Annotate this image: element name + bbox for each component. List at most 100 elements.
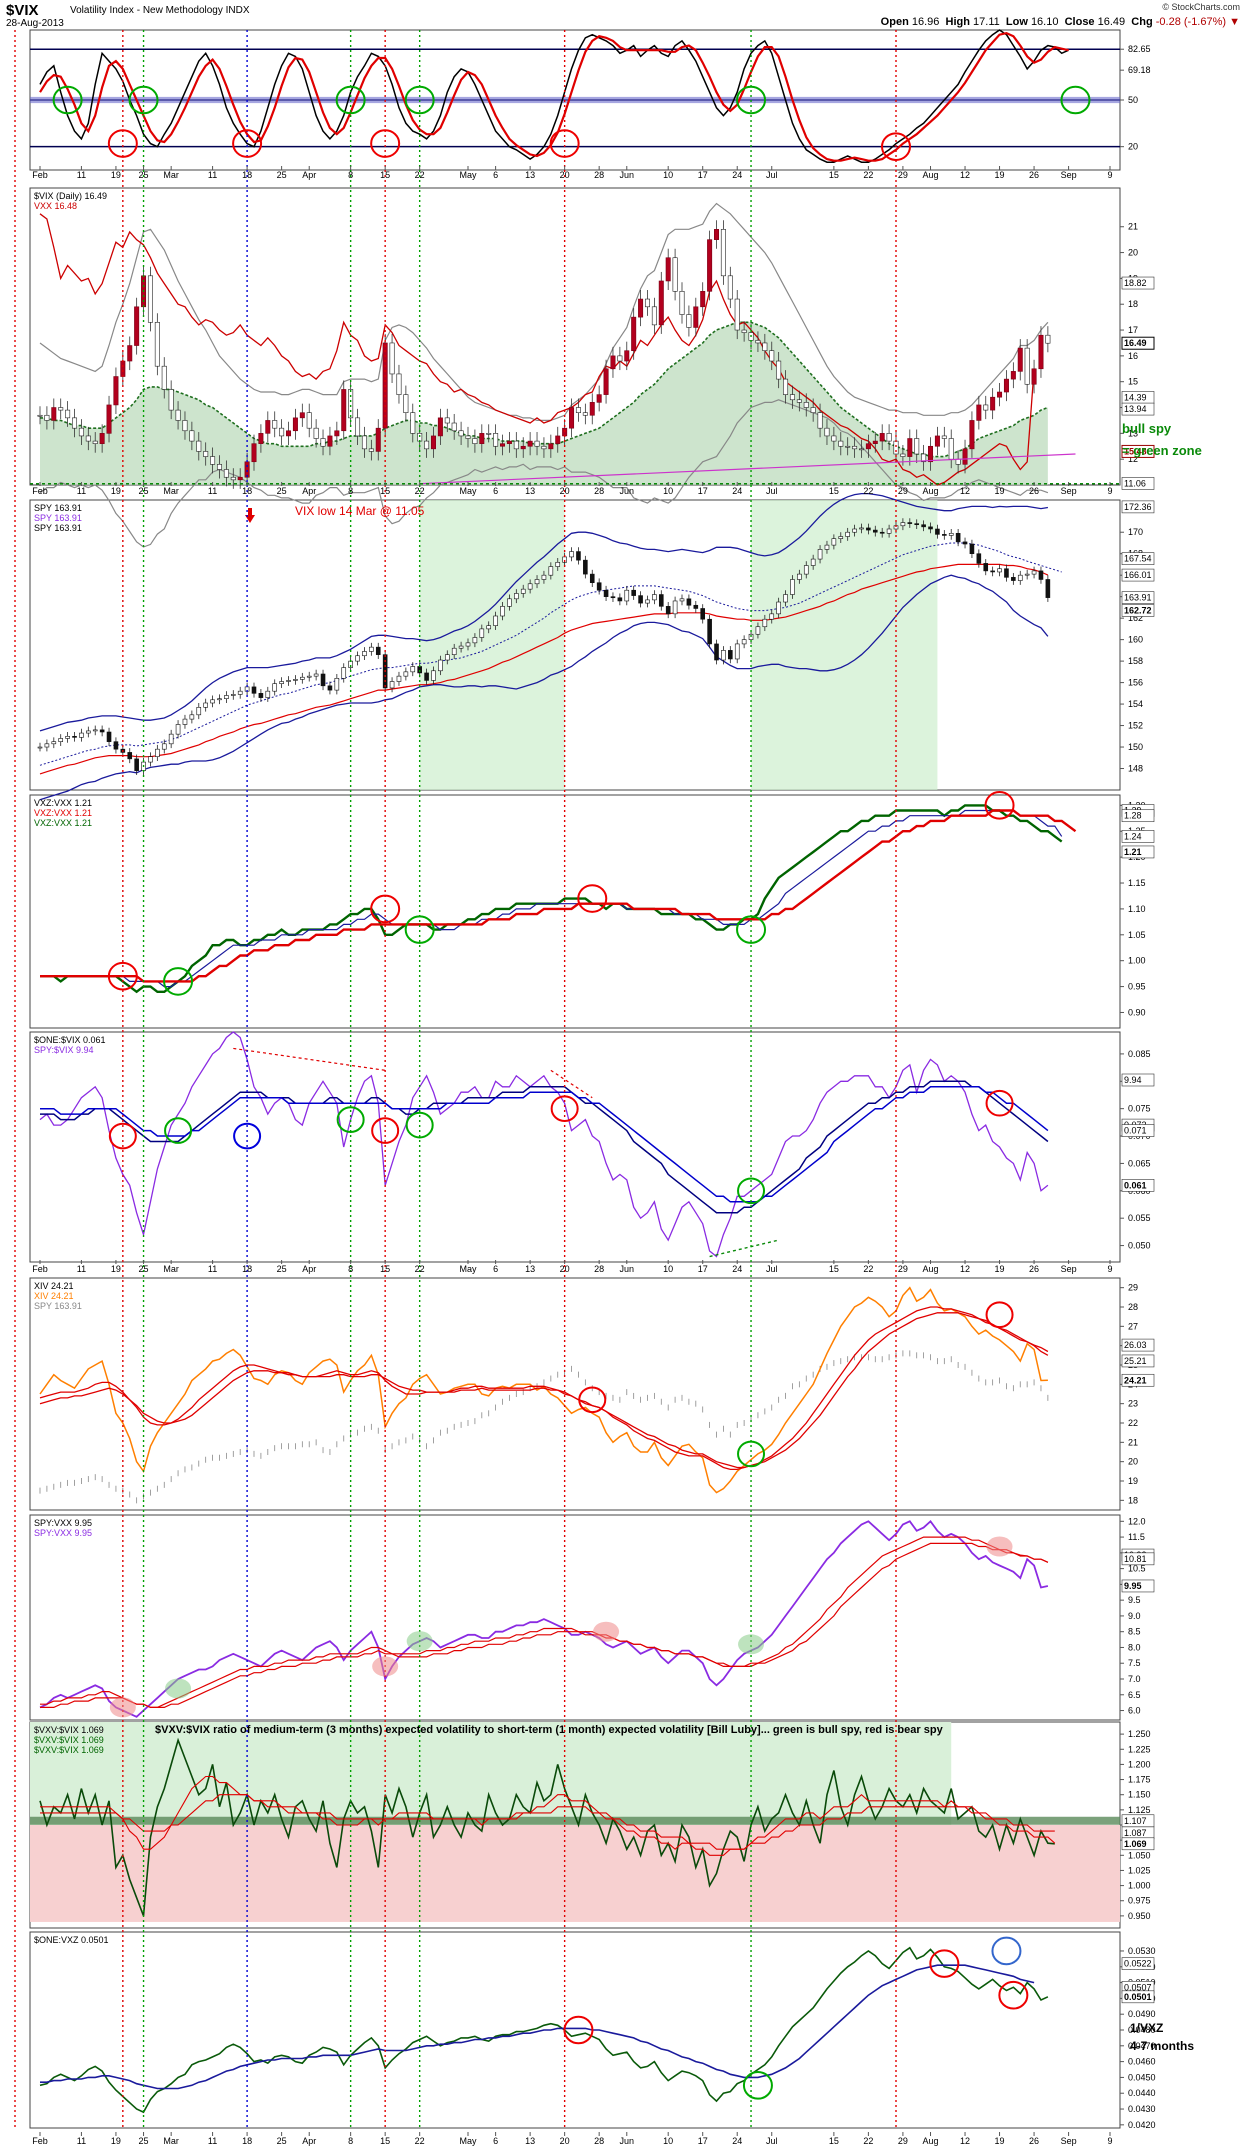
spy-candle (79, 732, 84, 738)
signal-blob (165, 1678, 192, 1699)
vix-candle (575, 407, 581, 413)
spy-candle (790, 579, 795, 595)
spy-candle (583, 559, 588, 575)
vix-candle (134, 306, 140, 346)
signal-circle (998, 1980, 1029, 2010)
x-tick-label: 9 (1107, 170, 1112, 180)
spy-candle (714, 643, 719, 661)
x-tick-label: 22 (863, 486, 873, 496)
vix-candle (541, 445, 547, 450)
y-tick-label: 0.0450 (1128, 2072, 1156, 2082)
x-tick-label: 28 (594, 1264, 604, 1274)
x-tick-label: 6 (493, 486, 498, 496)
x-tick-label: 24 (732, 486, 742, 496)
vix-candle (789, 394, 795, 401)
value-box-label: 10.81 (1124, 1554, 1147, 1564)
vix-candle (85, 435, 91, 442)
spy-candle (658, 594, 664, 607)
panel-frame-vxzvxx (29, 794, 1121, 1029)
vxvvix-series-1 (40, 1775, 1056, 1856)
vix-candle (776, 360, 782, 380)
value-box-label: 9.94 (1124, 1075, 1142, 1085)
y-tick-label: 20 (1128, 248, 1138, 258)
spy-candle (217, 698, 222, 701)
x-tick-label: 24 (732, 1264, 742, 1274)
y-tick-label: 0.050 (1128, 1241, 1151, 1251)
vix-candle (534, 440, 540, 447)
y-tick-label: 0.0470 (1128, 2041, 1156, 2051)
vix-candle (928, 445, 934, 463)
x-tick-label: 10 (663, 2136, 673, 2146)
spy-candle (99, 729, 105, 733)
signal-circle (128, 85, 159, 115)
spy-candle (334, 677, 340, 691)
x-tick-label: Sep (1061, 170, 1077, 180)
vix-candle (631, 316, 637, 352)
close-label: Close (1064, 16, 1095, 28)
vix-candle (465, 435, 471, 439)
x-tick-label: 6 (493, 2136, 498, 2146)
x-tick-label: 25 (277, 2136, 287, 2146)
spy-candle (1031, 570, 1037, 575)
vix-candle (672, 257, 678, 292)
x-tick-label: 24 (732, 170, 742, 180)
spy-candle (859, 527, 864, 530)
y-tick-label: 156 (1128, 678, 1143, 688)
vix-candle (1010, 371, 1016, 380)
spy-candle (707, 618, 712, 645)
signal-circle (371, 1117, 400, 1144)
onevix-series-2 (40, 1086, 1049, 1203)
threshold-band (30, 1816, 1120, 1825)
spy-candle (776, 601, 781, 615)
signal-circle (985, 1089, 1014, 1117)
y-tick-label: 9.5 (1128, 1595, 1141, 1605)
vix-candle (720, 229, 726, 277)
x-tick-label: 28 (594, 486, 604, 496)
spy-candle (58, 738, 64, 742)
x-tick-label: 17 (698, 2136, 708, 2146)
x-tick-label: 28 (594, 170, 604, 180)
y-tick-label: 154 (1128, 699, 1143, 709)
signal-circle (737, 1177, 766, 1205)
spy-candle (168, 733, 174, 745)
spy-candle (327, 685, 333, 691)
x-tick-label: 25 (277, 1264, 287, 1274)
close-value: 16.49 (1097, 16, 1126, 28)
x-tick-label: Mar (163, 170, 179, 180)
x-tick-label: 19 (111, 1264, 121, 1274)
signal-circle (233, 1122, 262, 1150)
value-box-label: 1.069 (1124, 1839, 1147, 1849)
y-tick-label: 16 (1128, 351, 1138, 361)
x-tick-label: 25 (139, 2136, 149, 2146)
y-tick-label: 1.05 (1128, 930, 1146, 940)
x-tick-label: 15 (380, 170, 390, 180)
y-tick-label: 1.250 (1128, 1729, 1151, 1739)
y-tick-label: 18 (1128, 299, 1138, 309)
vix-candle (527, 440, 533, 447)
spy-candle (514, 593, 519, 600)
vix-candle (617, 355, 623, 362)
green-zone-annotation: = green zone (1122, 443, 1202, 458)
vix-candle (893, 440, 899, 455)
spy-bb-mid (39, 542, 1062, 766)
spy-candle (279, 681, 284, 684)
y-tick-label: 15 (1128, 377, 1138, 387)
value-box-label: 0.061 (1124, 1180, 1147, 1190)
vxzvxx-series-2 (40, 809, 1077, 983)
x-tick-label: Apr (302, 1264, 316, 1274)
spy-candle (541, 574, 547, 580)
y-tick-label: 20 (1128, 142, 1138, 152)
y-tick-label: 27 (1128, 1321, 1138, 1331)
spy-ema (39, 563, 1049, 775)
vix-candle (368, 448, 374, 452)
y-tick-label: 23 (1128, 1399, 1138, 1409)
signal-blob (372, 1656, 399, 1677)
vix-candle (92, 440, 98, 444)
onevxz-series-1 (40, 1964, 1035, 2090)
chart-subtitle-text: Volatility Index - New Methodology (70, 5, 223, 16)
value-box-label: 167.54 (1124, 554, 1152, 564)
legend-item: XIV 24.21 (34, 1281, 74, 1291)
y-tick-label: 150 (1128, 742, 1143, 752)
x-tick-label: Mar (163, 2136, 179, 2146)
chart-subtitle: Volatility Index - New Methodology INDX (70, 5, 250, 16)
